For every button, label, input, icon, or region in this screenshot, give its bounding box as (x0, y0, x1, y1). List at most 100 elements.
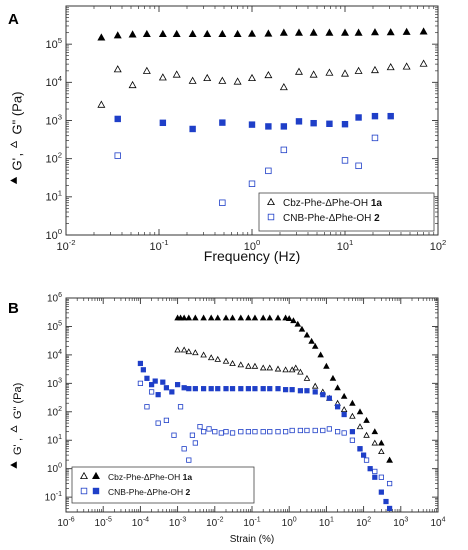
data-point (340, 406, 348, 413)
data-point (245, 386, 252, 392)
data-point (320, 392, 326, 398)
data-point (140, 367, 146, 373)
data-point (323, 362, 330, 369)
legend-label: CNB-Phe-ΔPhe-OH 2 (283, 213, 380, 224)
data-point (144, 375, 150, 381)
data-point (386, 456, 393, 463)
data-point (223, 429, 229, 435)
data-point (207, 314, 215, 321)
x-tick-label: 10-3 (169, 517, 186, 530)
y-tick-label: 103 (47, 377, 62, 390)
data-point (367, 466, 373, 472)
data-point (203, 73, 212, 82)
data-point (229, 314, 236, 321)
y-tick-label: 103 (45, 112, 62, 127)
data-point (265, 167, 272, 175)
series-2 (114, 112, 394, 133)
data-point (320, 427, 326, 434)
data-point (386, 63, 395, 71)
data-point (251, 314, 259, 321)
data-point (341, 157, 349, 164)
x-tick-label: 10-1 (243, 517, 260, 530)
data-point (275, 429, 281, 435)
data-point (294, 320, 302, 327)
data-point (308, 337, 315, 344)
data-point (282, 366, 289, 373)
data-point (349, 437, 356, 443)
data-point (310, 119, 317, 127)
data-point (237, 361, 245, 368)
data-point (188, 29, 197, 38)
data-point (229, 430, 236, 436)
data-point (142, 29, 151, 38)
data-point (349, 429, 356, 435)
data-point (155, 420, 161, 426)
data-point (215, 386, 221, 392)
data-point (354, 28, 363, 36)
series-3 (114, 134, 379, 206)
data-point (174, 382, 181, 388)
data-point (214, 355, 222, 362)
data-point (356, 423, 364, 430)
data-point (326, 426, 332, 432)
x-axis-label: Frequency (Hz) (204, 248, 300, 264)
data-point (218, 29, 227, 38)
data-point (279, 82, 288, 91)
data-point (185, 314, 193, 321)
data-point (189, 125, 196, 133)
data-point (208, 386, 214, 392)
data-point (219, 119, 226, 126)
data-point (294, 28, 303, 36)
data-point (206, 426, 212, 432)
data-point (355, 114, 362, 121)
data-point (188, 76, 197, 84)
legend-label: CNB-Phe-ΔPhe-OH 2 (108, 487, 190, 497)
data-point (329, 374, 337, 381)
data-point (354, 66, 363, 74)
y-label-gprime: G' (12, 444, 24, 455)
y-tick-label: 105 (45, 36, 62, 51)
data-point (363, 431, 370, 438)
data-point (200, 314, 207, 321)
data-point (363, 416, 370, 423)
data-point (252, 386, 258, 392)
data-point (304, 388, 310, 394)
data-point (200, 386, 207, 392)
data-point (294, 67, 303, 75)
data-point (152, 378, 158, 384)
data-point (298, 325, 306, 332)
data-point (360, 452, 367, 458)
data-point (158, 29, 167, 38)
data-point (97, 100, 106, 108)
data-point (229, 386, 236, 392)
x-tick-label: 100 (244, 238, 261, 253)
series-1 (97, 59, 428, 108)
x-tick-label: 10-1 (149, 238, 168, 253)
panel-label: A (8, 11, 19, 28)
x-tick-label: 10-4 (132, 517, 149, 530)
data-point (186, 457, 192, 463)
data-point (386, 480, 393, 487)
data-point (180, 314, 188, 321)
panel-a: A 10-2 10-1 100 101 102 100 101 102 103 104 105 Freq… (8, 5, 446, 264)
data-point (372, 468, 378, 475)
data-point (192, 349, 199, 356)
data-point (371, 112, 379, 120)
data-point (363, 457, 370, 463)
data-point (297, 368, 304, 375)
data-point (312, 389, 318, 395)
data-point (297, 388, 304, 394)
data-point (155, 392, 161, 398)
series-1 (174, 346, 393, 463)
data-point (163, 417, 170, 423)
data-point (264, 70, 273, 79)
data-point (248, 73, 256, 82)
data-point (340, 392, 348, 399)
data-point (148, 389, 155, 395)
data-point (282, 429, 289, 435)
data-point (383, 498, 389, 505)
y-tick-label: 10-1 (45, 491, 62, 504)
y-tick-label: 101 (45, 189, 62, 204)
